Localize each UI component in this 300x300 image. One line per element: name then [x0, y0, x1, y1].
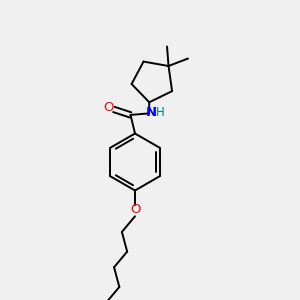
Text: O: O: [103, 100, 114, 114]
Text: H: H: [156, 106, 165, 119]
Text: N: N: [146, 106, 157, 119]
Text: O: O: [130, 203, 141, 216]
